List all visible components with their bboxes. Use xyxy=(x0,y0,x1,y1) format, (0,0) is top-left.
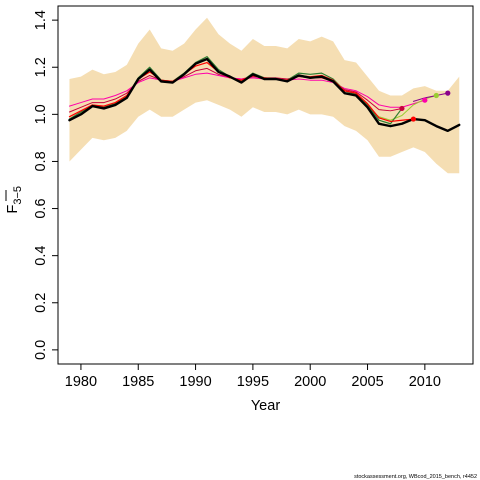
y-axis-title-subscript: 3−5 xyxy=(12,186,24,205)
y-tick-label-1: 0.2 xyxy=(33,293,49,313)
x-axis-title: Year xyxy=(251,398,280,414)
y-tick-label-6: 1.2 xyxy=(33,57,49,77)
y-tick-label-3: 0.6 xyxy=(33,198,49,218)
series-end-point-3 xyxy=(399,105,405,112)
x-tick-label-1985: 1985 xyxy=(122,374,154,390)
series-end-point-4 xyxy=(422,97,428,103)
series-line-2 xyxy=(68,61,414,123)
y-tick-label-4: 0.8 xyxy=(33,151,49,171)
y-tick-label-2: 0.4 xyxy=(33,246,49,266)
y-axis: 0.0 0.2 0.4 0.6 0.8 1.0 1.2 1.4 xyxy=(33,10,58,360)
credit-text: stockassessment.org, WBcod_2015_bench, r… xyxy=(354,474,477,480)
y-axis-title: F3−5 xyxy=(5,186,24,214)
x-tick-label-1980: 1980 xyxy=(65,374,97,390)
confidence-band xyxy=(69,17,460,174)
x-tick-label-2000: 2000 xyxy=(294,374,326,390)
confidence-band-layer xyxy=(69,17,460,174)
series-end-point-6 xyxy=(445,90,451,96)
y-tick-label-5: 1.0 xyxy=(33,104,49,124)
x-tick-label-2010: 2010 xyxy=(409,374,441,390)
y-tick-label-7: 1.4 xyxy=(33,10,49,30)
series-line-6 xyxy=(412,92,449,102)
x-tick-label-2005: 2005 xyxy=(351,374,383,390)
svg-text:F3−5: F3−5 xyxy=(5,186,24,214)
series-layer xyxy=(68,56,461,133)
series-end-point-2 xyxy=(410,116,416,122)
series-end-point-5 xyxy=(433,92,439,99)
x-tick-label-1990: 1990 xyxy=(179,374,211,390)
x-tick-label-1995: 1995 xyxy=(237,374,269,390)
series-line-0 xyxy=(68,57,461,133)
x-axis: 1980 1985 1990 1995 2000 2005 2010 xyxy=(65,363,441,390)
y-axis-title-main: F xyxy=(5,205,21,214)
y-tick-label-0: 0.0 xyxy=(33,340,49,360)
